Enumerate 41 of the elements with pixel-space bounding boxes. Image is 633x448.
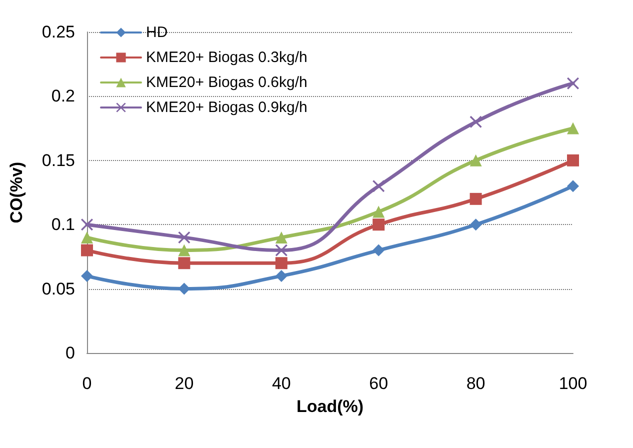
- y-tick-label: 0.2: [51, 86, 75, 106]
- point: [178, 231, 190, 244]
- point: [567, 180, 579, 192]
- x-tick-label: 100: [558, 374, 588, 393]
- point: [372, 244, 385, 256]
- x-tick-label: 80: [466, 374, 486, 393]
- point: [470, 154, 482, 166]
- legend-label: KME20+ Biogas 0.6kg/h: [146, 74, 308, 91]
- point: [81, 270, 93, 282]
- point: [275, 270, 288, 282]
- y-tick-label: 0.05: [42, 279, 75, 298]
- x-axis-title: Load(%): [296, 397, 364, 416]
- point: [178, 244, 190, 256]
- y-tick-label: 0: [66, 344, 75, 362]
- x-tick-label: 40: [272, 374, 291, 393]
- legend-label: KME20+ Biogas 0.9kg/h: [146, 99, 308, 116]
- y-axis-title: CO(%v): [7, 162, 26, 224]
- y-tick-label: 0.1: [51, 215, 75, 234]
- point: [275, 244, 288, 256]
- legend-label: HD: [146, 24, 168, 41]
- x-tick-label: 20: [174, 374, 194, 393]
- x-tick-label: 60: [369, 374, 388, 393]
- point: [372, 180, 385, 192]
- x-tick-label: 0: [82, 374, 92, 393]
- point: [275, 257, 288, 270]
- point: [470, 116, 482, 128]
- point: [81, 231, 93, 244]
- point: [372, 206, 385, 218]
- point: [470, 192, 482, 205]
- legend-label: KME20+ Biogas 0.3kg/h: [146, 49, 308, 66]
- point: [275, 231, 288, 244]
- point: [470, 218, 482, 231]
- point: [567, 77, 579, 90]
- point: [81, 218, 93, 231]
- y-tick-label: 0.15: [42, 150, 75, 170]
- point: [81, 244, 93, 256]
- point: [567, 122, 579, 134]
- point: [567, 154, 579, 166]
- y-tick-label: 0.25: [42, 22, 75, 42]
- point: [178, 257, 190, 270]
- point: [372, 218, 385, 231]
